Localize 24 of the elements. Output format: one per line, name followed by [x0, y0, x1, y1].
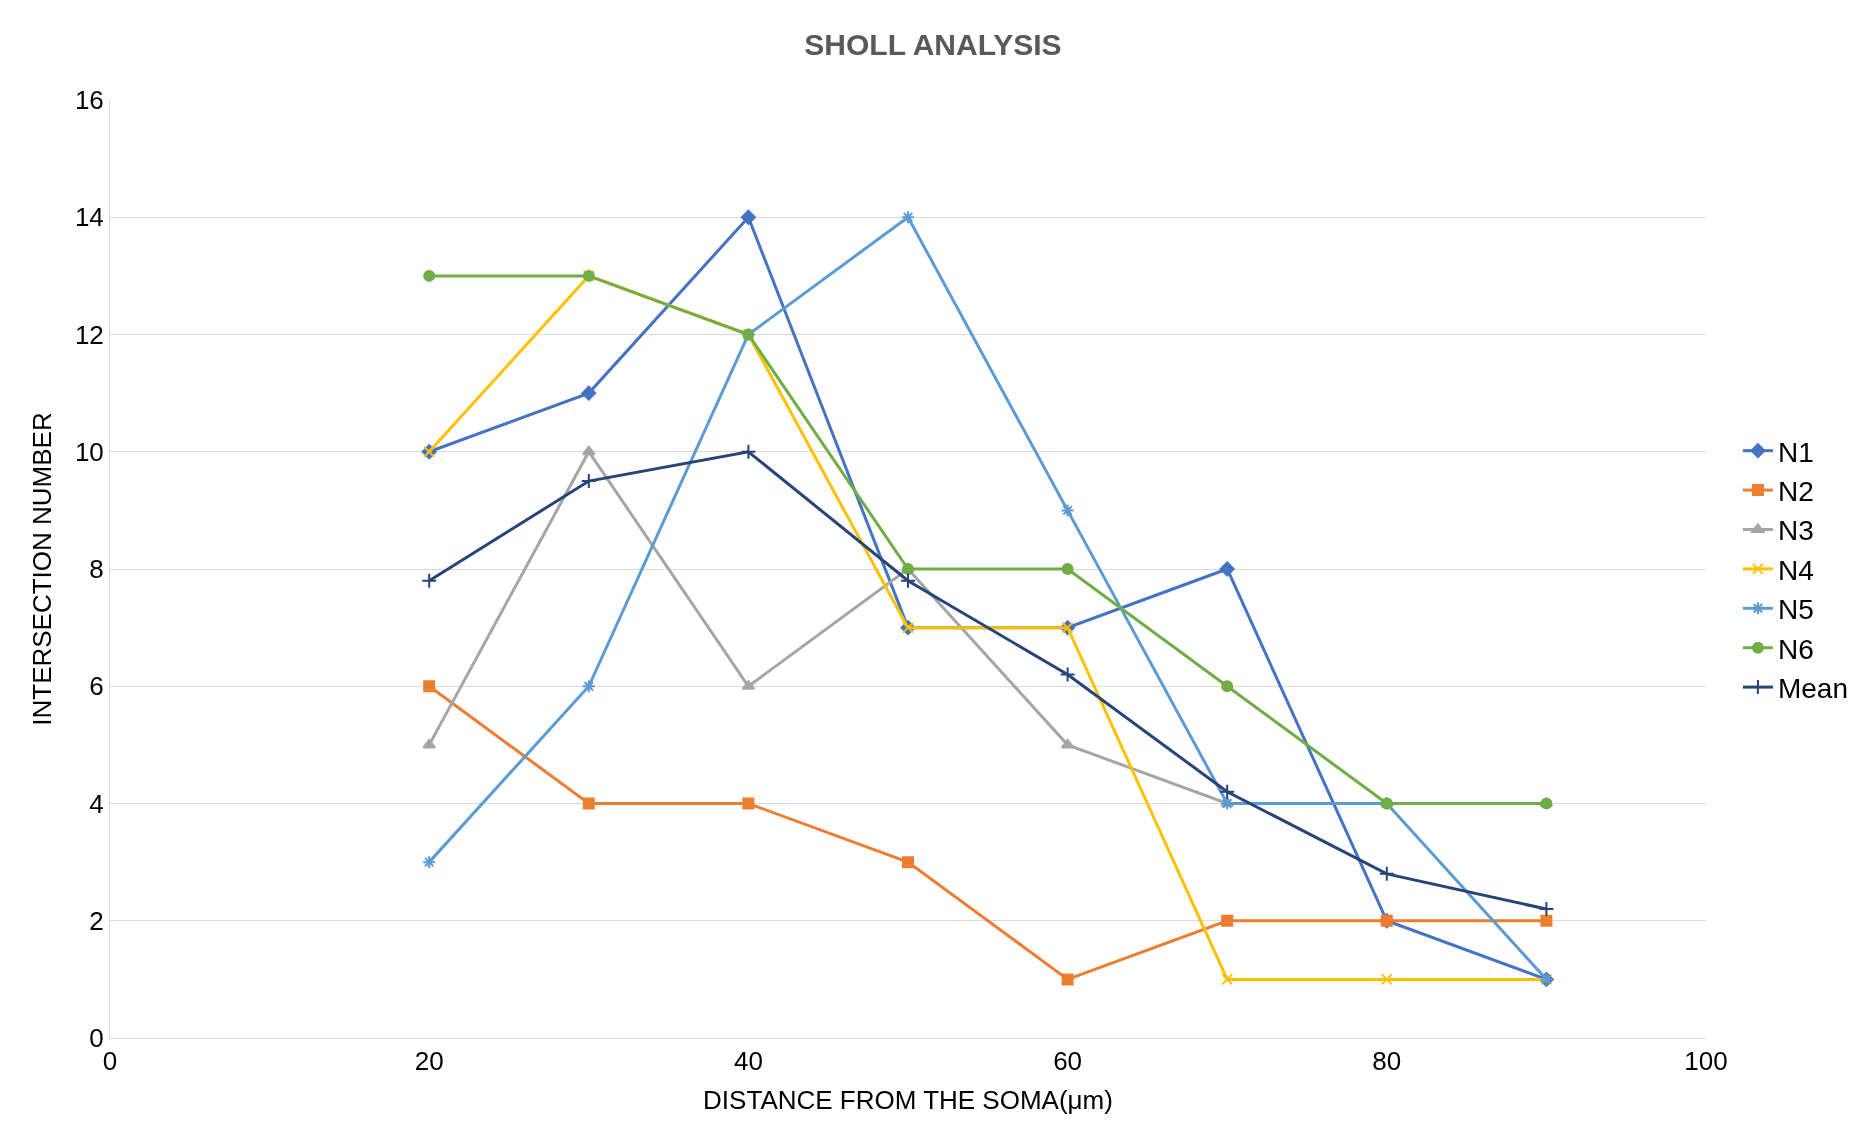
legend-label: N2	[1777, 476, 1814, 508]
legend-label: N5	[1777, 594, 1814, 626]
y-tick-label: 14	[74, 202, 104, 233]
y-tick-label: 0	[89, 1023, 104, 1054]
legend-label: Mean	[1777, 673, 1848, 705]
y-tick-label: 12	[74, 319, 104, 350]
y-tick-label: 16	[74, 85, 104, 116]
x-tick-label: 80	[1372, 1046, 1402, 1077]
legend-label: N1	[1777, 436, 1814, 468]
chart-title: SHOLL ANALYSIS	[804, 28, 1062, 62]
x-tick-label: 60	[1053, 1046, 1083, 1077]
legend-label: N3	[1777, 515, 1814, 547]
legend-label: N6	[1777, 633, 1814, 665]
x-tick-label: 20	[414, 1046, 444, 1077]
y-tick-label: 10	[74, 436, 104, 467]
x-tick-label: 40	[733, 1046, 763, 1077]
y-tick-label: 6	[89, 671, 104, 702]
x-tick-label: 100	[1684, 1046, 1728, 1077]
y-tick-label: 4	[89, 788, 104, 819]
y-tick-label: 2	[89, 905, 104, 936]
y-tick-label: 8	[89, 554, 104, 585]
x-axis-title: DISTANCE FROM THE SOMA(μm)	[703, 1084, 1113, 1115]
y-axis-title: INTERSECTION NUMBER	[27, 412, 58, 726]
legend-label: N4	[1777, 554, 1814, 586]
